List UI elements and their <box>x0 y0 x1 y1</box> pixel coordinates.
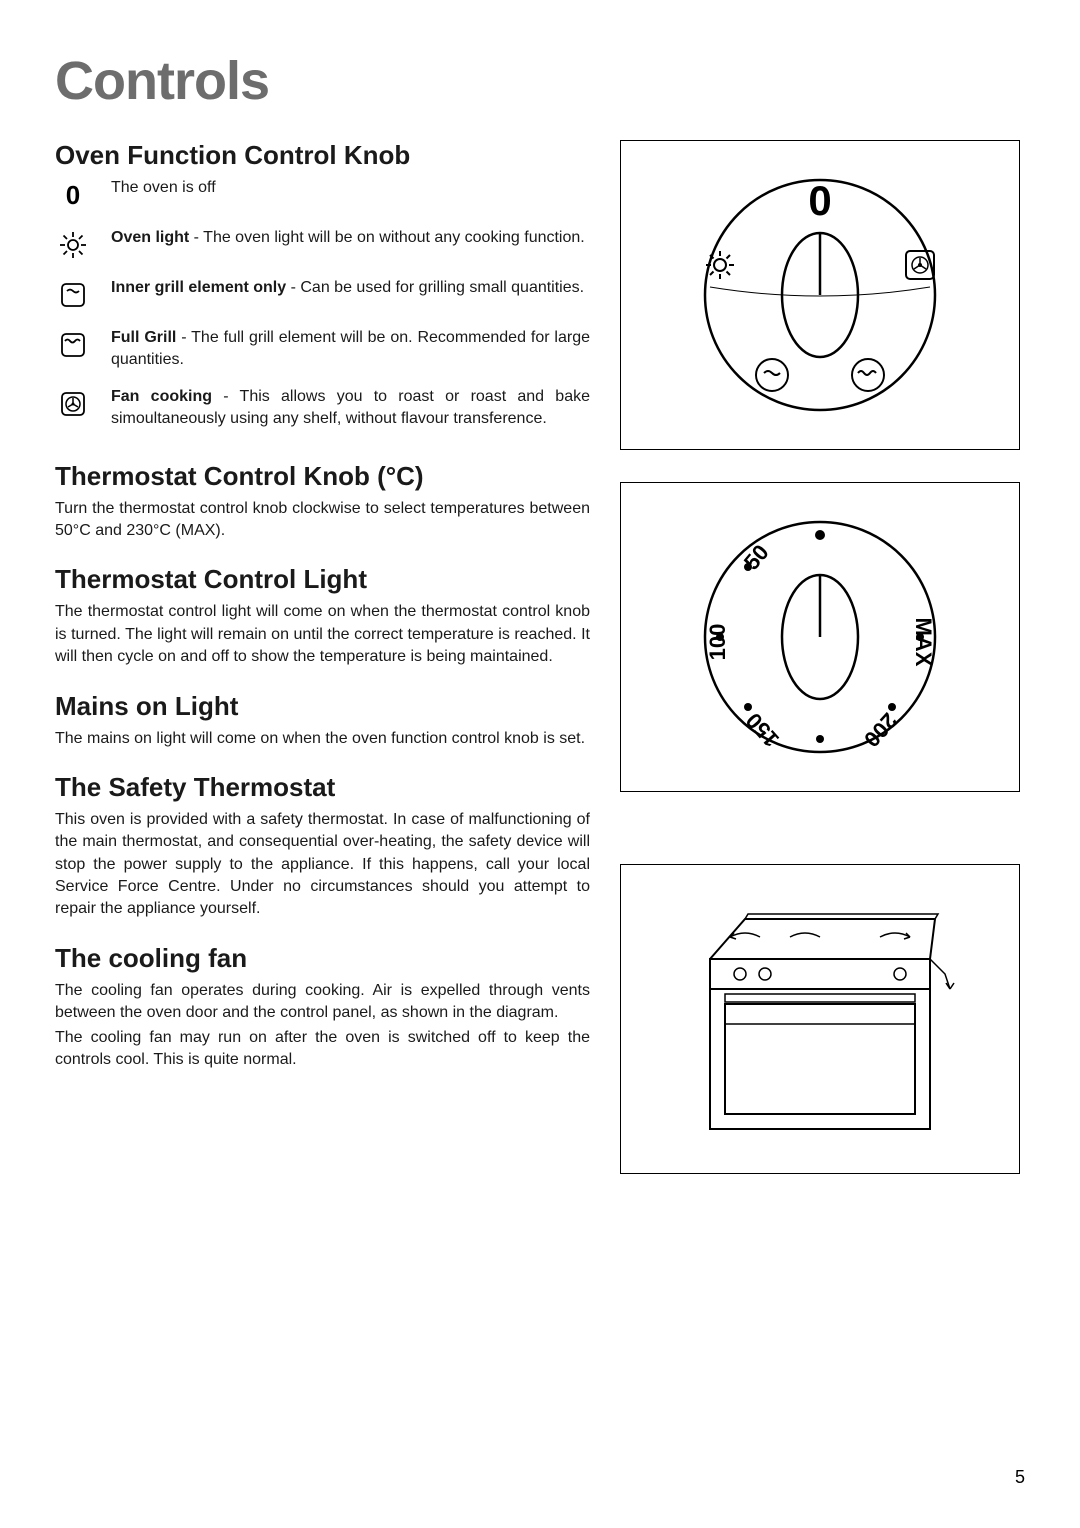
function-list: 0 The oven is off <box>55 177 590 431</box>
thermostat-light-text: The thermostat control light will come o… <box>55 601 590 668</box>
thermostat-light-heading: Thermostat Control Light <box>55 564 590 595</box>
zero-icon: 0 <box>55 177 91 213</box>
thermostat-knob-diagram: 50 100 150 200 MAX <box>620 482 1020 792</box>
function-text: The oven is off <box>111 177 216 199</box>
function-text: Fan cooking - This allows you to roast o… <box>111 386 590 431</box>
oven-diagram <box>620 864 1020 1174</box>
temp-200-label: 200 <box>859 708 902 752</box>
fan-icon <box>55 386 91 422</box>
mains-light-heading: Mains on Light <box>55 691 590 722</box>
function-item-full-grill: Full Grill - The full grill element will… <box>55 327 590 372</box>
content-wrapper: Oven Function Control Knob 0 The oven is… <box>55 140 1025 1174</box>
thermostat-knob-text: Turn the thermostat control knob clockwi… <box>55 498 590 543</box>
page-title: Controls <box>55 50 1025 112</box>
temp-50-label: 50 <box>739 540 774 575</box>
function-knob-diagram: 0 <box>620 140 1020 450</box>
mains-light-text: The mains on light will come on when the… <box>55 728 590 750</box>
temp-max-label: MAX <box>911 618 936 667</box>
cooling-text-2: The cooling fan may run on after the ove… <box>55 1027 590 1072</box>
left-column: Oven Function Control Knob 0 The oven is… <box>55 140 590 1174</box>
knob-full-grill-icon <box>852 359 884 391</box>
inner-grill-icon <box>55 277 91 313</box>
safety-heading: The Safety Thermostat <box>55 772 590 803</box>
page-number: 5 <box>1015 1467 1025 1488</box>
thermostat-knob-heading: Thermostat Control Knob (°C) <box>55 461 590 492</box>
safety-text: This oven is provided with a safety ther… <box>55 809 590 921</box>
oven-function-heading: Oven Function Control Knob <box>55 140 590 171</box>
function-item-light: Oven light - The oven light will be on w… <box>55 227 590 263</box>
function-item-off: 0 The oven is off <box>55 177 590 213</box>
cooling-heading: The cooling fan <box>55 943 590 974</box>
cooling-text-1: The cooling fan operates during cooking.… <box>55 980 590 1025</box>
temp-100-label: 100 <box>705 624 730 661</box>
knob-light-icon <box>706 251 734 279</box>
function-text: Full Grill - The full grill element will… <box>111 327 590 372</box>
right-column: 0 <box>620 140 1020 1174</box>
knob-inner-grill-icon <box>756 359 788 391</box>
function-text: Oven light - The oven light will be on w… <box>111 227 585 249</box>
function-text: Inner grill element only - Can be used f… <box>111 277 584 299</box>
function-item-fan: Fan cooking - This allows you to roast o… <box>55 386 590 431</box>
light-icon <box>55 227 91 263</box>
temp-150-label: 150 <box>741 708 784 752</box>
function-item-inner-grill: Inner grill element only - Can be used f… <box>55 277 590 313</box>
knob-zero-label: 0 <box>808 177 831 224</box>
full-grill-icon <box>55 327 91 363</box>
